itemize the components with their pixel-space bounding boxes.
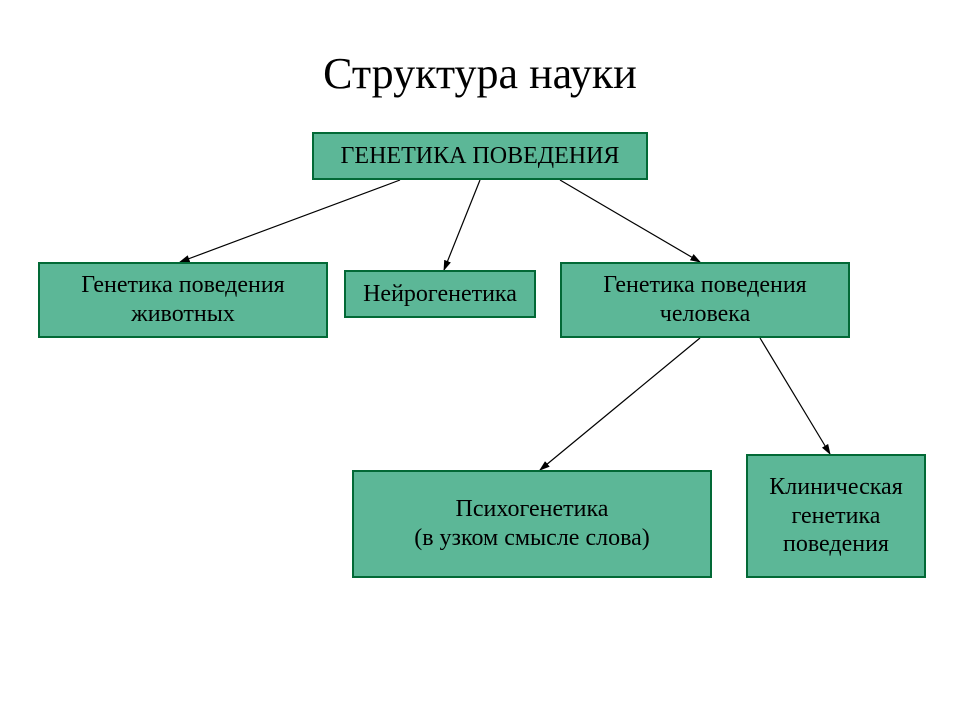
node-n4: Психогенетика (в узком смысле слова) bbox=[352, 470, 712, 578]
edge-root-to-n3 bbox=[560, 180, 700, 262]
node-n5: Клиническая генетика поведения bbox=[746, 454, 926, 578]
page-title: Структура науки bbox=[0, 48, 960, 99]
edge-root-to-n1 bbox=[180, 180, 400, 262]
node-n1: Генетика поведения животных bbox=[38, 262, 328, 338]
edges-layer bbox=[0, 0, 960, 720]
node-root: ГЕНЕТИКА ПОВЕДЕНИЯ bbox=[312, 132, 648, 180]
edge-n3-to-n4 bbox=[540, 338, 700, 470]
edge-root-to-n2 bbox=[444, 180, 480, 270]
node-n3: Генетика поведения человека bbox=[560, 262, 850, 338]
diagram-canvas: Структура науки ГЕНЕТИКА ПОВЕДЕНИЯ Генети… bbox=[0, 0, 960, 720]
node-n2: Нейрогенетика bbox=[344, 270, 536, 318]
edge-n3-to-n5 bbox=[760, 338, 830, 454]
